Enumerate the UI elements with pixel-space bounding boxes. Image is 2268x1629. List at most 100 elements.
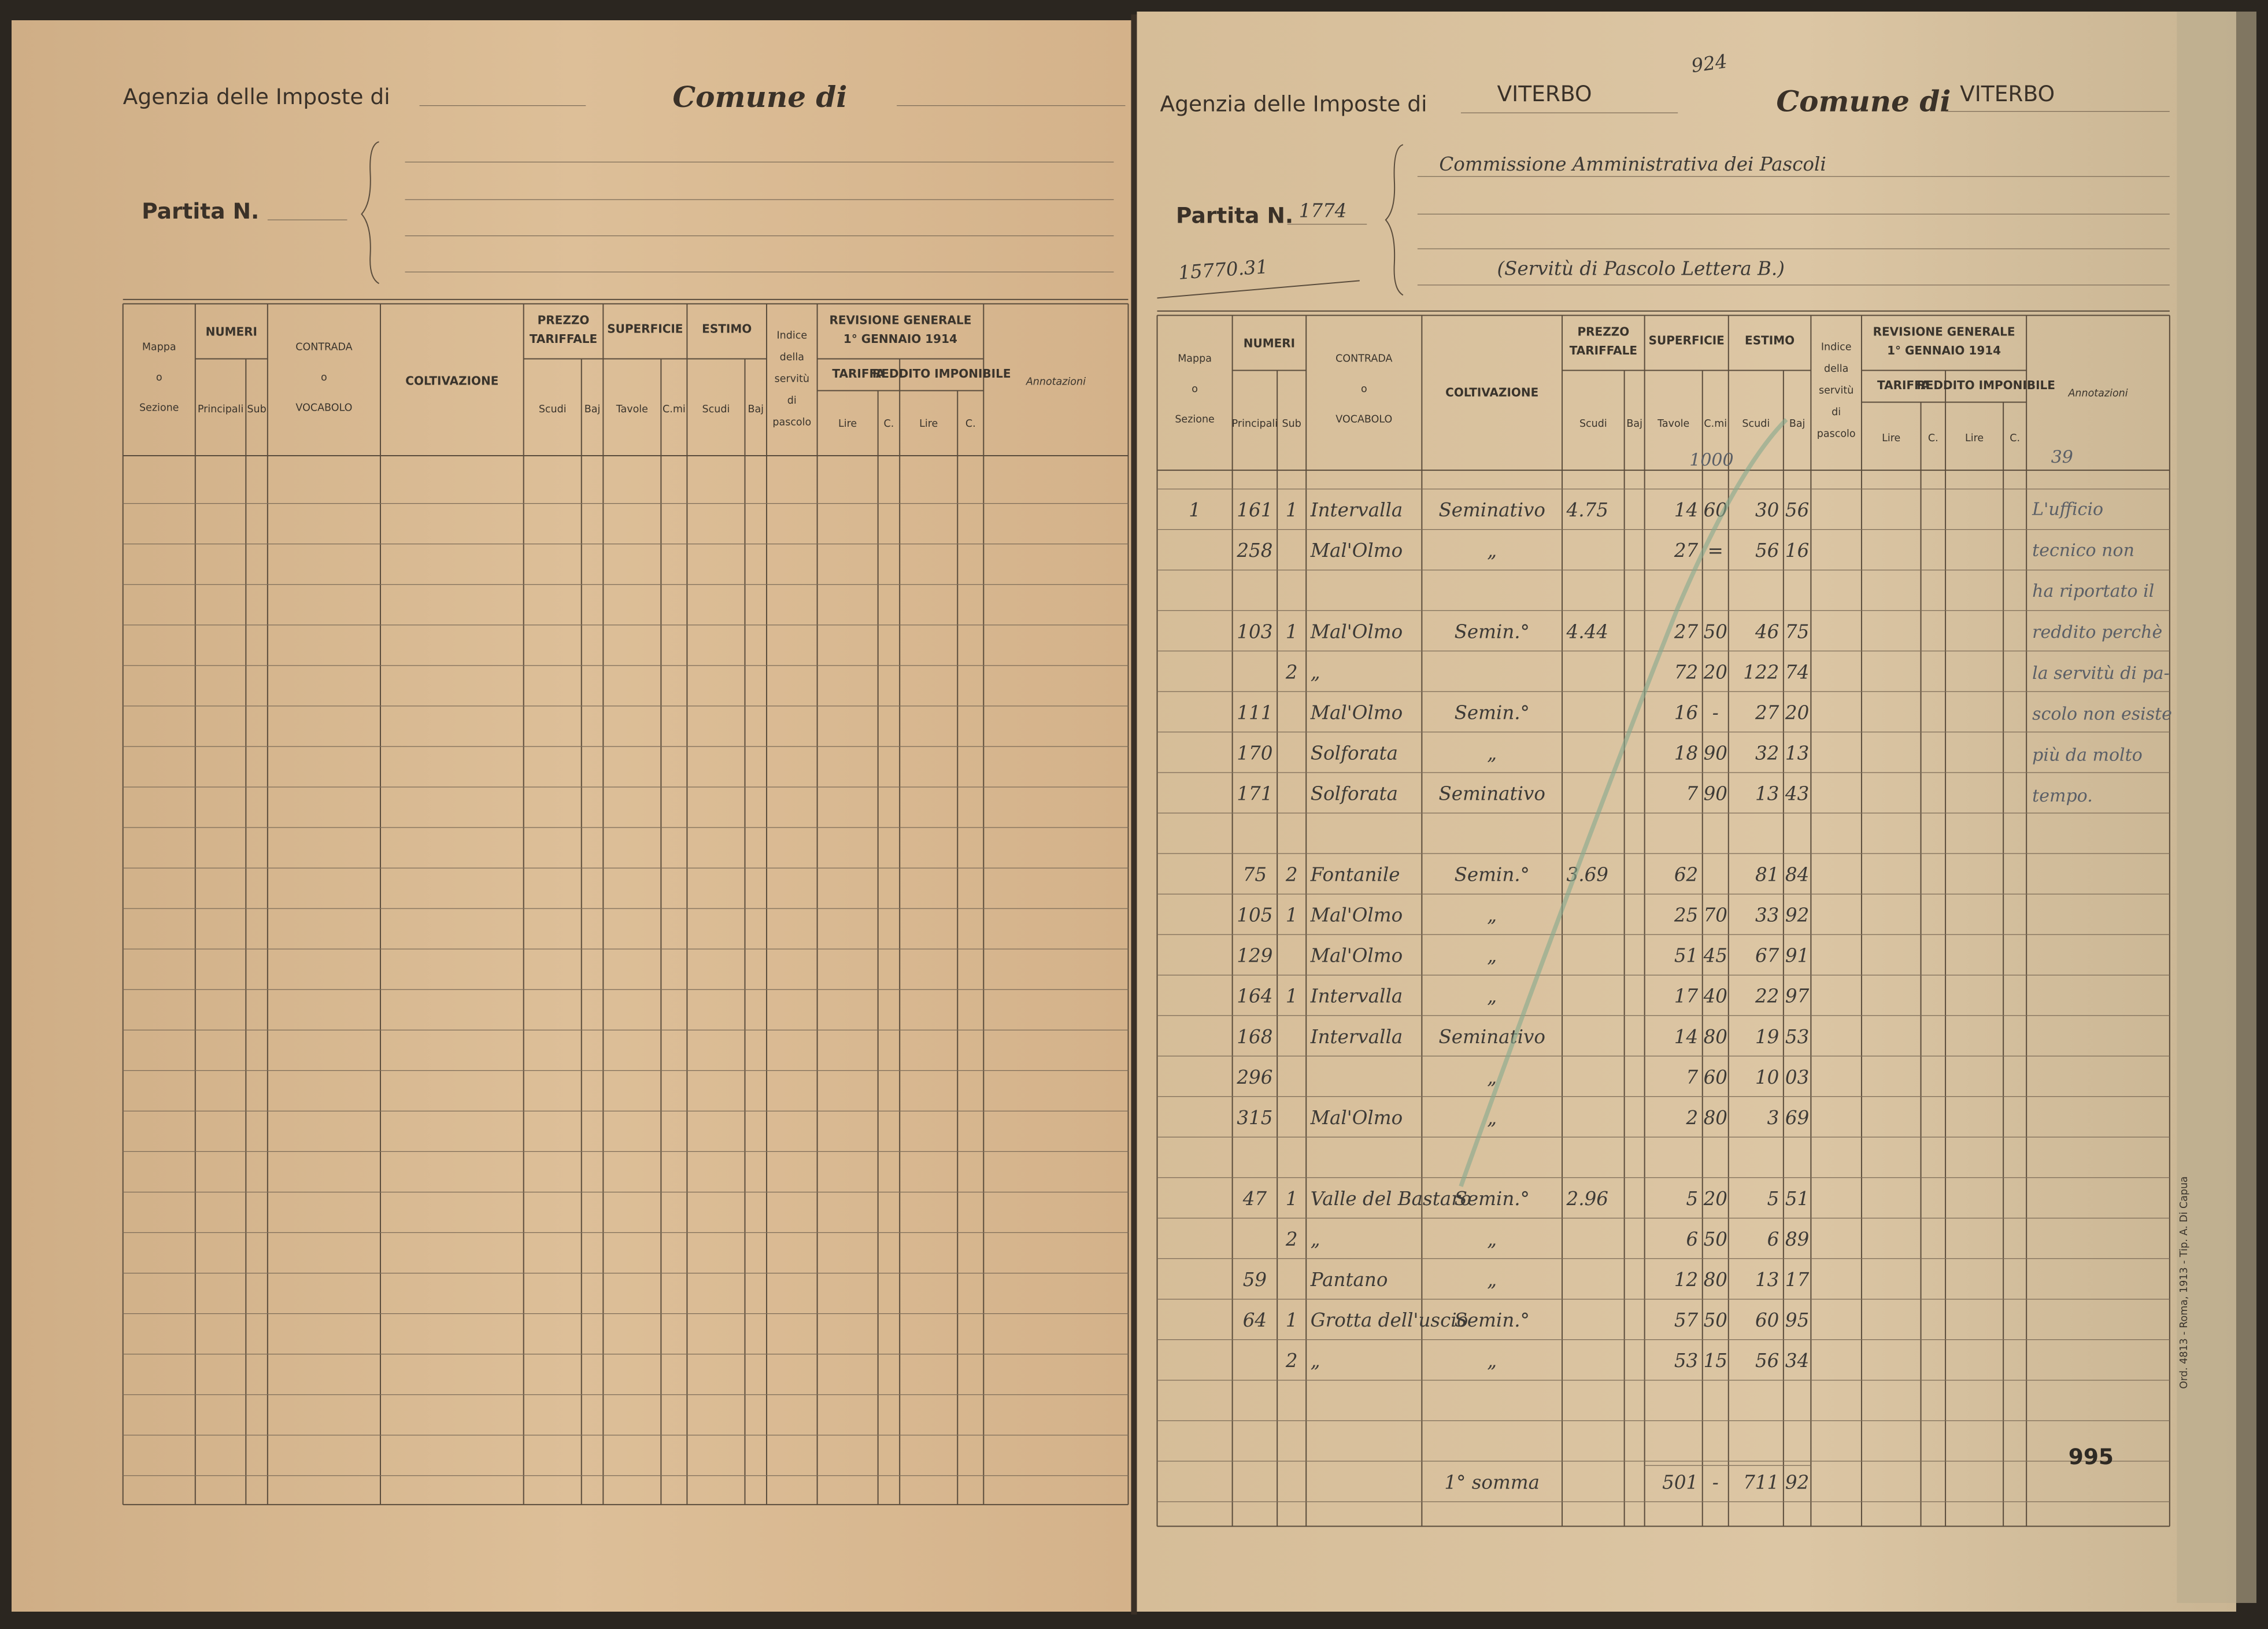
cell-tav: 62 — [1674, 864, 1698, 886]
cell-cmi: 20 — [1703, 661, 1727, 683]
header-label: Scudi — [1579, 418, 1607, 430]
partita-label: Partita N. — [142, 198, 259, 224]
header-label: REDDITO IMPONIBILE — [872, 367, 1011, 381]
cell-sub: 1 — [1286, 1188, 1298, 1210]
cell-contrada: Intervalla — [1310, 985, 1403, 1007]
cell-sub: 1 — [1286, 985, 1298, 1007]
header-label: PREZZO — [1578, 324, 1630, 338]
cell-num: 171 — [1237, 782, 1272, 804]
cell-contrada: Mal'Olmo — [1310, 1107, 1403, 1129]
partita-value: 1774 — [1299, 200, 1347, 221]
cell-scudi: 22 — [1755, 985, 1779, 1007]
printer-note: Ord. 4813 - Roma, 1913 - Tip. A. Di Capu… — [2178, 1176, 2190, 1389]
partita-label: Partita N. — [1176, 202, 1293, 228]
total-label: 1° somma — [1444, 1471, 1540, 1493]
surface-note: 1000 — [1689, 450, 1733, 471]
agency-label: Agenzia delle Imposte di — [1160, 91, 1427, 117]
annotation-line: tecnico non — [2032, 540, 2134, 560]
header-label: Scudi — [1742, 418, 1770, 430]
header-label: SUPERFICIE — [1649, 333, 1725, 347]
header-label: Sezione — [1175, 414, 1215, 426]
header-label: della — [780, 352, 804, 363]
owner-line: (Servitù di Pascolo Lettera B.) — [1497, 257, 1784, 279]
header-label: Mappa — [142, 341, 176, 353]
cell-sub: 1 — [1286, 499, 1298, 521]
total-baj: 92 — [1785, 1471, 1809, 1493]
cell-sub: 2 — [1285, 864, 1298, 886]
cell-cmi: 20 — [1703, 1188, 1727, 1210]
header-label: della — [1824, 363, 1848, 375]
underline — [1157, 280, 1360, 299]
cell-tav: 7 — [1686, 1066, 1699, 1088]
header-label: 1° GENNAIO 1914 — [843, 332, 957, 346]
cell-contrada: Solforata — [1311, 782, 1398, 804]
cell-scudi: 67 — [1755, 945, 1779, 967]
cell-num: 59 — [1243, 1269, 1267, 1291]
cell-sub: 1 — [1286, 620, 1298, 642]
cell-num: 75 — [1243, 864, 1267, 886]
header-label: Mappa — [1178, 353, 1212, 364]
cell-contrada: Mal'Olmo — [1310, 904, 1403, 926]
cell-tav: 17 — [1674, 985, 1699, 1007]
cell-baj: 89 — [1785, 1228, 1809, 1250]
cell-num: 258 — [1236, 540, 1272, 562]
cell-tav: 14 — [1674, 499, 1698, 521]
owner-line: Commissione Amministrativa dei Pascoli — [1439, 153, 1826, 175]
cell-tav: 5 — [1686, 1188, 1699, 1210]
cell-tav: 51 — [1674, 945, 1698, 967]
cell-num: 105 — [1237, 904, 1272, 926]
cell-scudi: 32 — [1755, 742, 1779, 764]
cell-tav: 14 — [1674, 1026, 1698, 1048]
right-page — [1137, 12, 2236, 1612]
cell-num: 64 — [1243, 1309, 1267, 1331]
cell-coltura: „ — [1487, 1269, 1497, 1291]
header-label: Baj — [1626, 418, 1642, 430]
cell-cmi: 50 — [1704, 1309, 1727, 1331]
cell-coltura: Semin.° — [1455, 1188, 1530, 1210]
cell-tav: 18 — [1674, 742, 1698, 764]
cell-baj: 13 — [1785, 742, 1809, 764]
cell-coltura: „ — [1487, 1350, 1497, 1372]
cell-num: 103 — [1237, 620, 1272, 642]
header-label: CONTRADA — [1335, 353, 1392, 364]
header-label: servitù — [775, 373, 809, 385]
cell-tav: 25 — [1674, 904, 1698, 926]
cell-cmi: - — [1712, 701, 1719, 723]
annotation-line: tempo. — [2032, 786, 2093, 806]
cell-prezzo: 2.96 — [1566, 1188, 1608, 1210]
cell-contrada: Intervalla — [1310, 499, 1403, 521]
header-label: Lire — [1882, 433, 1900, 444]
cell-cmi: 80 — [1704, 1026, 1727, 1048]
cell-baj: 91 — [1785, 945, 1809, 967]
cell-coltura: Semin.° — [1455, 701, 1530, 723]
cell-baj: 53 — [1785, 1026, 1809, 1048]
cell-num: 170 — [1237, 742, 1272, 764]
cell-sub: 1 — [1286, 904, 1298, 926]
header-label: REVISIONE GENERALE — [829, 313, 971, 327]
header-label: pascolo — [772, 417, 811, 429]
cell-coltura: Semin.° — [1455, 864, 1530, 886]
comune-label: Comune di — [1776, 84, 1951, 119]
cell-baj: 20 — [1785, 701, 1809, 723]
brace — [361, 141, 380, 285]
cell-num: 161 — [1237, 499, 1272, 521]
cell-cmi: 50 — [1704, 620, 1727, 642]
cell-tav: 2 — [1686, 1107, 1699, 1129]
comune-value: VITERBO — [1960, 81, 2055, 106]
header-label: Annotazioni — [2067, 387, 2128, 399]
header-label: Principali — [198, 404, 243, 415]
cell-scudi: 10 — [1755, 1066, 1779, 1088]
cell-cmi: 45 — [1703, 945, 1727, 967]
header-label: C. — [1928, 433, 1938, 444]
header-label: Baj — [748, 404, 764, 415]
header-label: Principali — [1232, 418, 1278, 430]
cell-scudi: 3 — [1767, 1107, 1779, 1129]
header-label: C. — [884, 418, 894, 430]
cell-scudi: 19 — [1755, 1026, 1779, 1048]
annotation-line: scolo non esiste — [2032, 704, 2172, 725]
cell-tav: 53 — [1674, 1350, 1698, 1372]
cell-prezzo: 4.44 — [1566, 620, 1608, 642]
cell-baj: 84 — [1785, 864, 1809, 886]
